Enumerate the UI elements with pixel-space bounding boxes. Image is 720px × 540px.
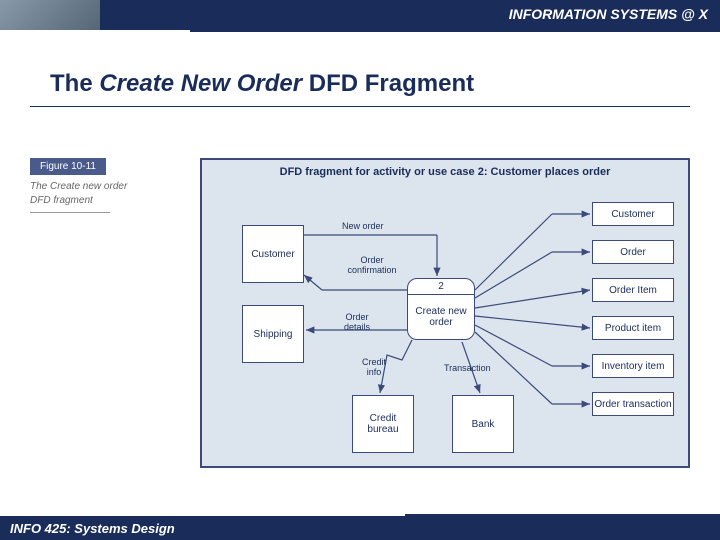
header-title: INFORMATION SYSTEMS @ X (509, 6, 708, 22)
footer-text: INFO 425: Systems Design (10, 521, 175, 536)
datastore-order-item: Order Item (592, 278, 674, 302)
entity-credit-bureau: Credit bureau (352, 395, 414, 453)
entity-shipping: Shipping (242, 305, 304, 363)
slide-title: The Create New Order DFD Fragment (50, 70, 474, 98)
figure-label: Figure 10-11 (30, 158, 106, 175)
process-number: 2 (408, 279, 474, 295)
datastore-order: Order (592, 240, 674, 264)
flow-label-order-confirmation: Order confirmation (342, 256, 402, 276)
figure-caption-line2: DFD fragment (30, 195, 93, 206)
title-suffix: DFD Fragment (302, 70, 474, 97)
flow-label-transaction: Transaction (444, 364, 491, 374)
process-label: Create new order (408, 295, 474, 339)
figure-caption: The Create new order DFD fragment (30, 180, 170, 208)
datastore-order-transaction: Order transaction (592, 392, 674, 416)
header-logo-image (0, 0, 100, 30)
flow-label-credit-info: Credit info (354, 358, 394, 378)
datastore-inventory-item: Inventory item (592, 354, 674, 378)
entity-bank: Bank (452, 395, 514, 453)
figure-caption-divider (30, 212, 110, 213)
title-italic: Create New Order (99, 70, 302, 97)
figure-caption-line1: The Create new order (30, 181, 127, 192)
process-create-new-order: 2 Create new order (407, 278, 475, 340)
footer-divider (405, 514, 720, 516)
header-divider (190, 30, 720, 32)
flow-label-new-order: New order (342, 222, 384, 232)
flow-label-order-details: Order details (332, 313, 382, 333)
diagram-title: DFD fragment for activity or use case 2:… (202, 160, 688, 184)
title-prefix: The (50, 70, 99, 97)
datastore-customer: Customer (592, 202, 674, 226)
datastore-product-item: Product item (592, 316, 674, 340)
dfd-diagram: DFD fragment for activity or use case 2:… (200, 158, 690, 468)
title-underline (30, 106, 690, 107)
entity-customer: Customer (242, 225, 304, 283)
